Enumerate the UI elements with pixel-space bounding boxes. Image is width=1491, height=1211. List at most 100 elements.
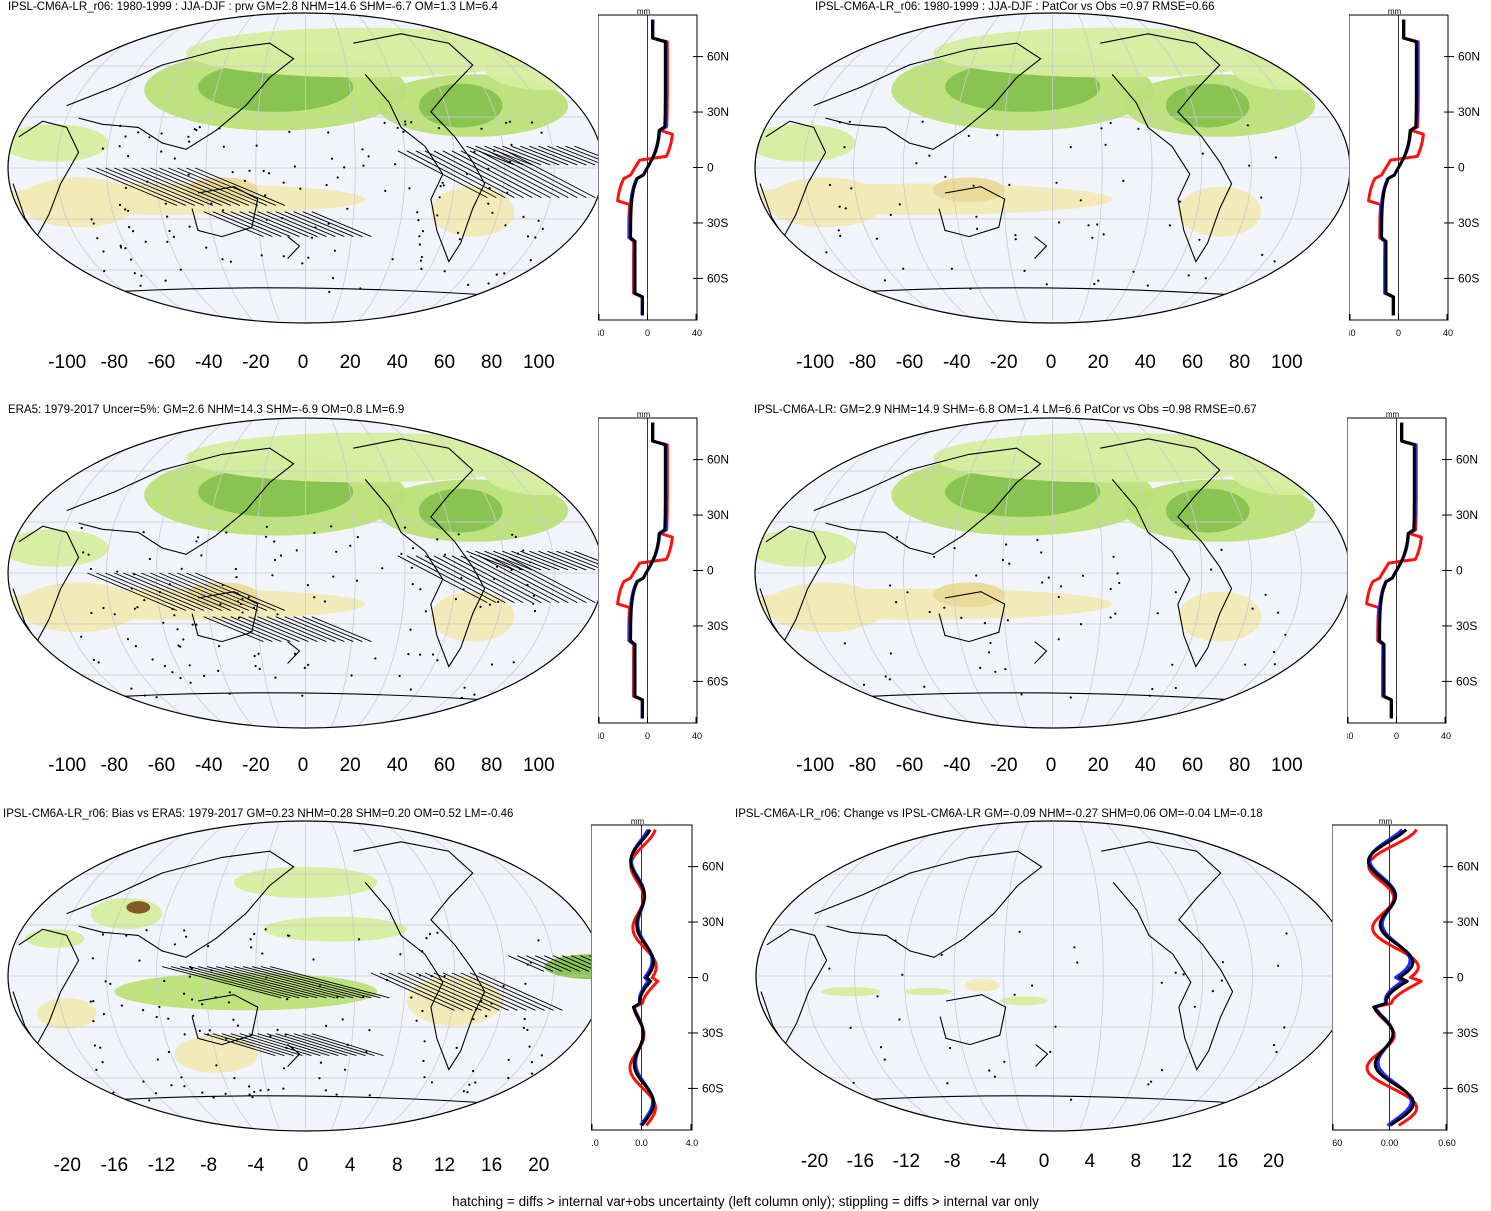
colorbar-tick-label: 0 [297,352,309,373]
colorbar-tick-label: -80 [100,755,129,776]
colorbar-tick-label: -8 [943,1151,961,1172]
colorbar-tick-label: -20 [800,1151,829,1172]
colorbar-tick-label: 16 [1217,1151,1239,1172]
colorbar [789,338,1313,348]
colorbar-tick-label: -40 [194,755,223,776]
colorbar-tick-label: 20 [1087,352,1109,373]
zonal-profile-plot: mm 60N 30N 0 30S 60S -40 0 40 [598,410,729,741]
colorbar-tick-label: -60 [895,755,924,776]
colorbar-tick-label: -12 [892,1151,921,1172]
colorbar-tick-label: 20 [339,352,361,373]
zonal-profile-plot: mm 60N 30N 0 30S 60S -40 0 40 [598,7,729,338]
colorbar-tick-label: 8 [1130,1151,1142,1172]
latitude-label: 30N [702,915,724,929]
panel-title: IPSL-CM6A-LR_r06: 1980-1999 : JJA-DJF : … [8,1,498,13]
colorbar-tick-label: 80 [1229,755,1251,776]
latitude-label: 30S [1456,619,1477,633]
colorbar-tick-label: 100 [522,755,555,776]
latitude-label: 30N [707,508,729,522]
latitude-label: 60S [1458,271,1479,285]
world-map [754,12,1351,324]
profile-unit-label: mm [1388,7,1402,16]
profile-tick-label: -40 [1347,731,1354,741]
profile-tick-label: 40 [692,328,702,338]
latitude-label: 60S [1457,1081,1478,1095]
zonal-profile-plot: mm 60N 30N 0 30S 60S -4.0 0.0 4.0 [591,817,724,1148]
profile-tick-label: 0 [645,731,650,741]
latitude-label: 0 [1456,564,1463,578]
latitude-label: 30S [707,619,728,633]
footer-note: hatching = diffs > internal var+obs unce… [452,1194,1039,1209]
profile-unit-label: mm [631,817,645,826]
colorbar-tick-label: 4 [1084,1151,1096,1172]
colorbar-tick-label: 8 [392,1155,403,1176]
colorbar-tick-label: -4 [989,1151,1007,1172]
profile-unit-label: mm [637,7,651,16]
profile-unit-label: mm [1379,817,1393,826]
colorbar-tick-label: 12 [433,1155,456,1176]
colorbar-tick-label: -100 [48,755,87,776]
colorbar-tick-label: 16 [481,1155,503,1176]
colorbar-tick-label: 0 [1038,1151,1050,1172]
colorbar-tick-label: -12 [147,1155,176,1176]
panel-title: IPSL-CM6A-LR_r06: Change vs IPSL-CM6A-LR… [735,808,1263,820]
colorbar-tick-label: 60 [433,352,456,373]
world-map [755,820,1352,1132]
colorbar-tick-label: 100 [522,352,555,373]
profile-tick-label: 40 [1443,328,1453,338]
colorbar-tick-label: 0 [1045,352,1057,373]
panel-title: IPSL-CM6A-LR: GM=2.9 NHM=14.9 SHM=-6.8 O… [754,404,1257,416]
colorbar-tick-label: 0 [297,1155,309,1176]
world-map [7,820,604,1132]
colorbar-tick-label: 40 [386,352,408,373]
latitude-label: 0 [702,971,709,985]
profile-tick-label: -0.60 [1332,1138,1342,1148]
colorbar-tick-label: 20 [528,1155,550,1176]
profile-tick-label: -40 [1349,328,1356,338]
latitude-label: 60N [1456,453,1478,467]
latitude-label: 30S [1458,216,1479,230]
world-map [7,12,604,324]
latitude-label: 30N [1457,915,1479,929]
latitude-label: 30N [1458,105,1480,119]
colorbar-tick-label: -4 [247,1155,265,1176]
colorbar-tick-label: -40 [942,755,971,776]
colorbar-tick-label: 40 [1134,352,1156,373]
latitude-label: 60N [702,860,724,874]
colorbar-tick-label: 4 [344,1155,356,1176]
zonal-profile-plot: mm 60N 30N 0 30S 60S -40 0 40 [1349,7,1480,338]
colorbar-tick-label: -60 [147,755,176,776]
profile-tick-label: -40 [598,328,605,338]
latitude-label: 0 [1458,161,1465,175]
profile-tick-label: -4.0 [591,1138,599,1148]
colorbar-tick-label: 60 [1181,352,1204,373]
profile-tick-label: 40 [692,731,702,741]
world-map [754,417,1351,729]
panel-title: ERA5: 1979-2017 Uncer=5%: GM=2.6 NHM=14.… [8,404,405,416]
colorbar-tick-label: 40 [386,755,408,776]
world-map [7,417,604,729]
profile-tick-label: 0 [645,328,650,338]
latitude-label: 30S [707,216,728,230]
latitude-label: 30S [1457,1026,1478,1040]
latitude-label: 60S [1456,674,1477,688]
colorbar-tick-label: -40 [942,352,971,373]
colorbar-tick-label: 0 [297,755,309,776]
latitude-label: 0 [707,564,714,578]
colorbar-tick-label: -20 [990,755,1018,776]
profile-unit-label: mm [1386,410,1400,419]
latitude-label: 60N [707,50,729,64]
profile-tick-label: 0 [1394,731,1399,741]
latitude-label: 30S [702,1026,723,1040]
profile-tick-label: 0 [1396,328,1401,338]
colorbar-tick-label: 60 [1181,755,1204,776]
profile-tick-label: 0.60 [1438,1138,1456,1148]
colorbar-tick-label: -8 [200,1155,218,1176]
latitude-label: 60N [1458,50,1480,64]
profile-tick-label: 0.00 [1381,1138,1399,1148]
colorbar [41,741,565,751]
latitude-label: 0 [707,161,714,175]
colorbar [41,1141,565,1151]
colorbar-tick-label: 80 [1229,352,1251,373]
colorbar-tick-label: 100 [1270,352,1303,373]
